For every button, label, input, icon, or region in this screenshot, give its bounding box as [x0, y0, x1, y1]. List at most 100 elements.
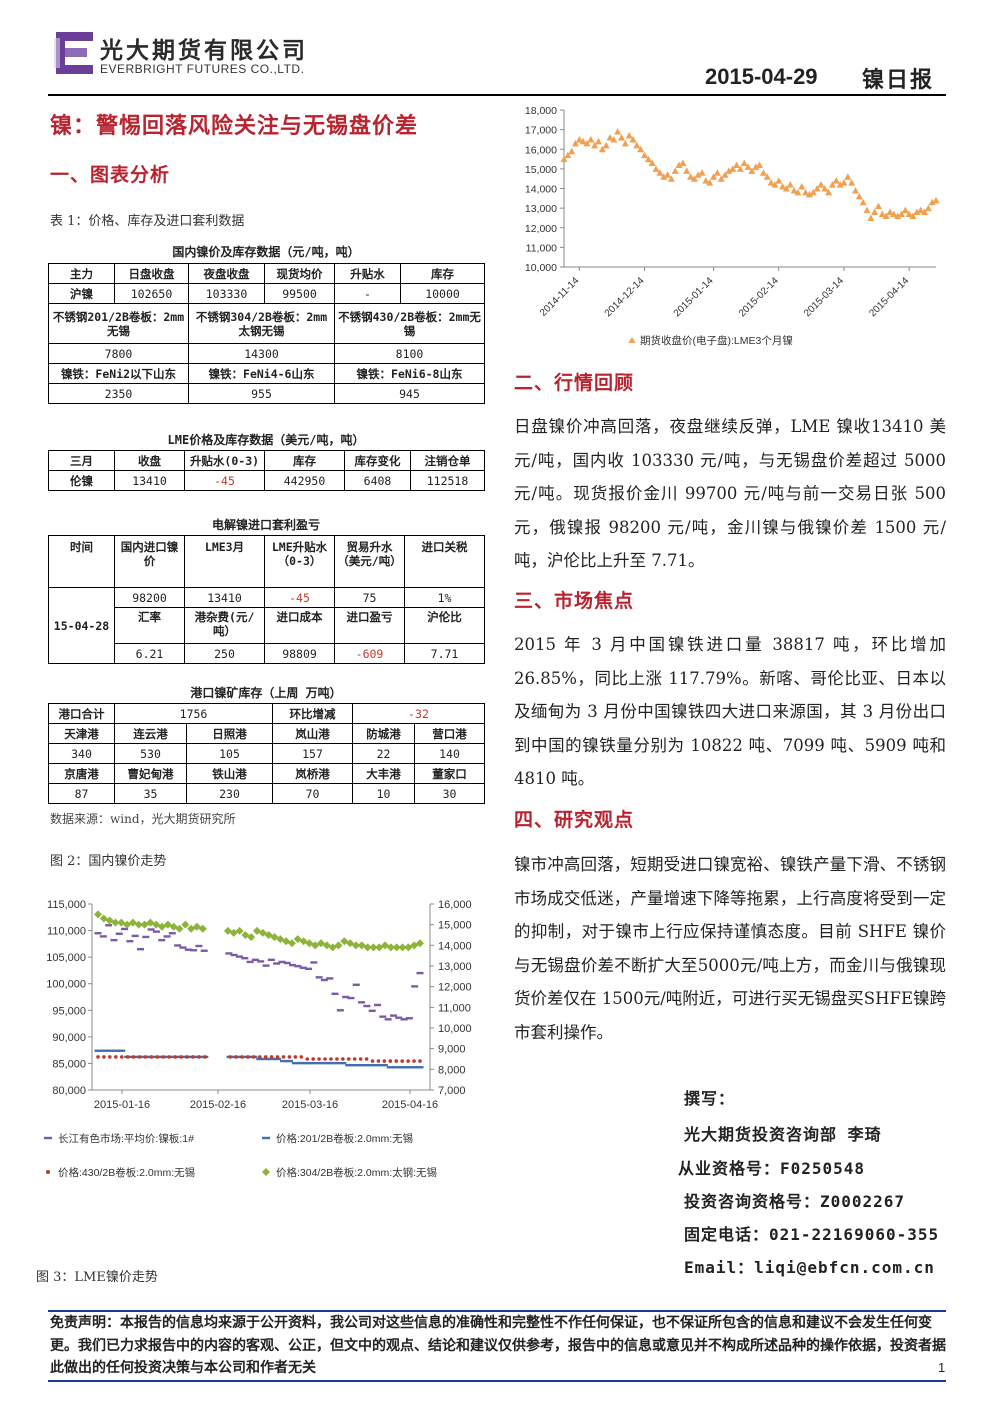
- table-cell: 8100: [334, 343, 485, 364]
- data-point: [329, 1057, 333, 1061]
- data-point: [871, 208, 879, 216]
- data-point: [175, 924, 184, 933]
- y-left-tick-label: 90,000: [52, 1032, 86, 1044]
- legend-marker: [262, 1168, 270, 1176]
- data-point: [878, 210, 886, 218]
- table-header: 收盘: [114, 450, 185, 471]
- data-point: [744, 163, 752, 170]
- table-header: 升贴水(0-3): [184, 450, 265, 471]
- legend-label: 价格:430/2B卷板:2.0mm:无锡: [58, 1166, 195, 1179]
- data-point: [285, 1059, 293, 1063]
- data-point: [572, 139, 580, 147]
- table-cell-date: 15-04-28: [48, 587, 115, 664]
- table-cell: -: [334, 283, 401, 304]
- table-header: 日照港: [185, 723, 274, 744]
- data-point: [340, 937, 349, 946]
- page-title: 镍：警惕回落风险关注与无锡盘价差: [50, 113, 419, 139]
- data-point: [886, 208, 894, 216]
- data-point: [786, 181, 794, 188]
- data-point: [197, 1055, 201, 1059]
- data-point: [610, 135, 618, 143]
- data-point: [225, 952, 233, 955]
- table-cell: 22: [352, 743, 416, 764]
- author-name: 光大期货投资咨询部 李琦: [684, 1125, 882, 1144]
- data-point: [190, 949, 198, 952]
- table-header: 铁山港: [185, 763, 274, 784]
- data-point: [637, 145, 645, 153]
- data-point: [660, 173, 668, 180]
- table-header: 主力: [48, 263, 115, 284]
- legend-marker: [44, 1136, 52, 1140]
- data-point: [118, 1049, 126, 1052]
- data-point: [416, 971, 424, 975]
- x-tick-label: 2015-03-16: [282, 1099, 338, 1111]
- x-tick-label: 2015-04-14: [867, 275, 911, 319]
- data-point: [376, 1059, 381, 1063]
- disclaimer-box: [48, 1310, 946, 1382]
- domestic-table-title: 国内镍价及库存数据（元/吨，吨）: [172, 245, 360, 259]
- data-point: [187, 924, 196, 933]
- data-point: [251, 958, 259, 961]
- table-cell: 945: [334, 383, 485, 404]
- y-tick-label: 15,000: [525, 164, 557, 176]
- data-point: [351, 1064, 359, 1067]
- header-rule: [48, 94, 946, 96]
- data-point: [149, 1055, 154, 1059]
- y-right-tick-label: 7,000: [438, 1085, 466, 1097]
- data-point: [192, 922, 201, 931]
- table-header: 三月: [48, 450, 115, 471]
- data-point: [257, 960, 265, 963]
- y-left-tick-label: 85,000: [52, 1058, 86, 1070]
- data-point: [386, 943, 395, 952]
- table-header: 库存变化: [344, 450, 411, 471]
- data-point: [920, 208, 928, 216]
- data-point: [105, 924, 113, 927]
- table-cell: 10000: [400, 283, 485, 304]
- table-header: 现货均价: [264, 263, 335, 284]
- table-header: 沪伦比: [404, 607, 485, 644]
- data-point: [289, 963, 297, 967]
- legend-marker: [628, 337, 636, 343]
- section-heading-review: 二、行情回顾: [514, 372, 635, 394]
- table-cell: 14300: [188, 343, 335, 364]
- data-point: [121, 927, 129, 931]
- y-tick-label: 16,000: [525, 144, 557, 156]
- data-point: [687, 173, 695, 180]
- data-point: [173, 1055, 177, 1059]
- table-cell: 140: [414, 743, 486, 764]
- table-header: 国内进口镍价: [114, 535, 185, 588]
- data-point: [347, 996, 355, 1000]
- data-point: [614, 128, 622, 135]
- data-point: [725, 167, 733, 174]
- data-point: [924, 204, 932, 212]
- data-point: [759, 169, 767, 176]
- author-license: 从业资格号：F0250548: [678, 1159, 866, 1178]
- data-point: [147, 928, 155, 931]
- data-point: [334, 941, 343, 950]
- data-point: [305, 1057, 310, 1061]
- data-point: [235, 955, 243, 958]
- data-point: [717, 175, 725, 182]
- table-cell: 7800: [48, 343, 189, 364]
- data-point: [698, 169, 706, 176]
- data-point: [106, 1049, 114, 1052]
- data-point: [805, 190, 813, 198]
- y-left-tick-label: 100,000: [46, 979, 86, 991]
- data-point: [357, 1064, 365, 1067]
- data-point: [400, 1059, 404, 1063]
- data-point: [303, 1061, 311, 1065]
- table-cell: 102650: [114, 283, 189, 304]
- data-point: [358, 1057, 363, 1061]
- table-header: 营口港: [414, 723, 486, 744]
- data-point: [185, 1055, 189, 1059]
- data-point: [641, 151, 649, 159]
- table1-caption: 表 1：价格、库存及进口套利数据: [50, 214, 245, 229]
- data-point: [388, 1059, 393, 1063]
- author-email[interactable]: Email：liqi@ebfcn.com.cn: [684, 1258, 935, 1277]
- data-point: [282, 937, 291, 946]
- y-right-tick-label: 13,000: [438, 961, 472, 973]
- table-cell: 6408: [344, 470, 411, 491]
- data-point: [621, 139, 629, 147]
- data-point: [119, 1055, 124, 1059]
- data-point: [802, 188, 810, 196]
